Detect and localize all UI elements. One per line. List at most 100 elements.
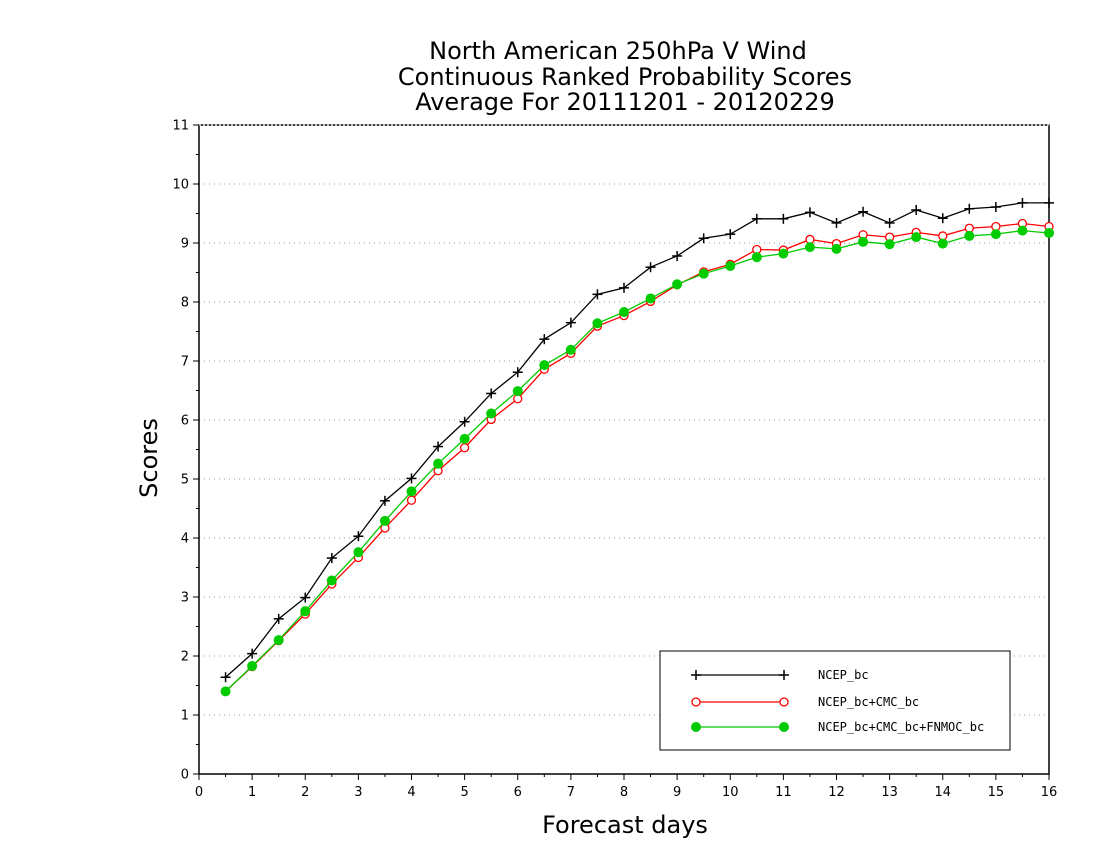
data-point [911,232,922,243]
y-tick-label: 9 [181,237,189,252]
data-point [884,239,895,250]
legend-marker [691,722,701,732]
data-point [990,202,1001,213]
x-axis-label: Forecast days [542,811,708,839]
data-point [326,575,337,586]
y-tick-label: 10 [172,178,189,193]
x-tick-label: 6 [514,785,522,800]
data-point [778,248,789,259]
data-point [220,672,231,683]
chart-title-line-1: North American 250hPa V Wind [429,37,807,65]
data-point [937,213,948,224]
y-tick-label: 3 [181,591,189,606]
data-point [459,443,470,453]
x-tick-label: 16 [1041,785,1058,800]
x-tick-label: 14 [934,785,951,800]
data-point [379,515,390,526]
data-point [300,606,311,617]
data-point [831,243,842,254]
data-point [459,416,470,427]
legend-box [659,650,1011,751]
data-point [512,386,523,397]
x-tick-label: 3 [354,785,362,800]
legend-item: NCEP_bc+CMC_bc [691,695,919,709]
y-tick-label: 7 [181,355,189,370]
data-point [619,307,629,318]
data-point [565,344,576,355]
data-point [858,236,869,247]
x-tick-label: 13 [881,785,898,800]
series-2 [220,225,1054,697]
data-point [353,531,364,542]
data-point [778,213,789,224]
data-point [964,230,975,241]
legend-marker [779,722,789,732]
data-point [645,262,656,273]
data-point [565,317,576,328]
x-tick-label: 9 [673,785,681,800]
x-tick-label: 15 [988,785,1005,800]
legend: NCEP_bc NCEP_bc+CMC_bc NCEP_bc+CMC_bc+FNMO… [659,650,1011,751]
data-point [406,495,417,505]
data-point [672,279,683,290]
series-line [225,222,1050,692]
chart-title-line-2: Continuous Ranked Probability Scores [398,63,852,91]
data-point [884,217,895,228]
legend-label: NCEP_bc+CMC_bc [818,695,919,709]
data-point [672,250,683,261]
legend-items: NCEP_bc NCEP_bc+CMC_bc NCEP_bc+CMC_bc+FNMO… [691,668,984,734]
data-point [486,408,497,419]
x-tick-label: 8 [620,785,628,800]
data-point [247,648,258,659]
data-point [725,261,736,272]
x-tick-label: 7 [567,785,575,800]
x-tick-label: 10 [722,785,739,800]
data-point [804,242,815,253]
x-tick-label: 4 [407,785,415,800]
data-point [486,388,497,399]
legend-label: NCEP_bc [818,668,869,682]
data-point [406,486,417,497]
data-point [592,318,603,329]
data-point [1017,225,1028,236]
series-line [225,202,1049,678]
data-point [911,204,922,215]
data-point [326,553,337,564]
gridlines [199,183,1049,716]
data-point [300,592,311,603]
legend-item: NCEP_bc [691,668,869,682]
data-point [379,495,390,506]
data-point [1044,227,1054,238]
chart-title: North American 250hPa V Wind Continuous … [398,37,852,116]
y-axis-label: Scores [135,418,163,498]
data-point [804,207,815,218]
data-point [990,229,1001,240]
y-tick-label: 8 [181,296,189,311]
data-point [539,360,550,371]
data-point [698,268,709,279]
data-point [353,547,364,558]
data-point [619,282,629,293]
data-point [459,433,470,444]
series-line [225,229,1050,692]
data-point [273,613,284,624]
legend-marker [691,670,701,680]
x-tick-label: 0 [195,785,203,800]
legend-label: NCEP_bc+CMC_bc+FNMOC_bc [818,720,984,734]
data-point [273,635,284,646]
y-tick-label: 5 [181,473,189,488]
series-1 [220,218,1054,697]
data-point [698,233,709,244]
x-tick-label: 5 [460,785,468,800]
data-point [512,367,523,378]
data-point [220,686,231,697]
data-point [247,661,258,672]
data-point [1017,197,1028,208]
data-point [964,203,975,214]
data-point [406,473,417,484]
series-0 [220,197,1054,683]
plot-series [220,197,1054,697]
data-point [751,213,762,224]
data-point [858,206,869,217]
